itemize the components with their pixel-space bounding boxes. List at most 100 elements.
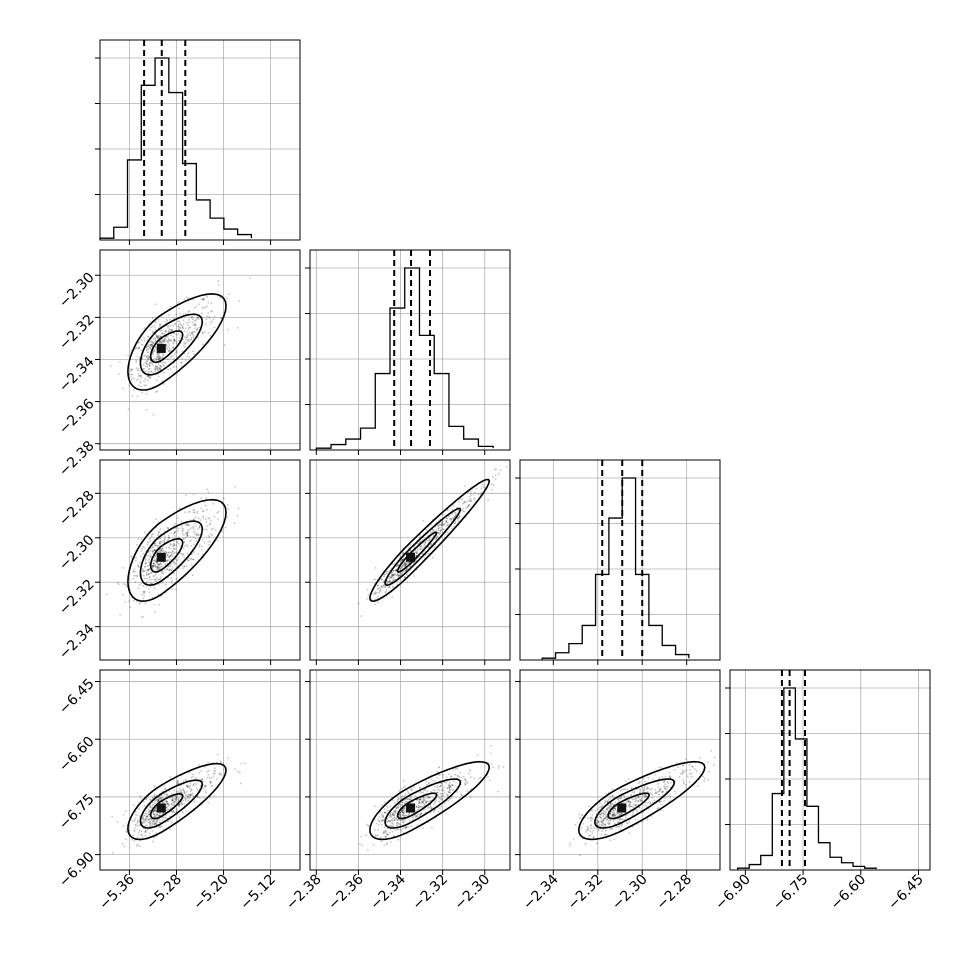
contour-level-0 — [577, 760, 706, 841]
scatter-point — [154, 549, 156, 551]
scatter-point — [404, 576, 406, 579]
scatter-point — [432, 529, 435, 532]
scatter-point — [424, 540, 427, 543]
scatter-point — [445, 521, 448, 524]
scatter-point — [170, 329, 173, 332]
scatter-point — [151, 840, 154, 843]
scatter-point — [213, 795, 216, 797]
scatter-point — [401, 801, 404, 804]
scatter-point — [185, 296, 188, 299]
scatter-point — [155, 359, 158, 362]
scatter-point — [207, 769, 210, 772]
scatter-point — [453, 780, 455, 783]
scatter-point — [145, 581, 148, 584]
scatter-point — [401, 566, 403, 569]
scatter-point — [399, 813, 402, 816]
scatter-point — [209, 780, 212, 783]
scatter-point — [156, 798, 159, 801]
scatter-point — [189, 782, 192, 784]
scatter-point — [382, 584, 385, 587]
scatter-point — [605, 833, 608, 836]
scatter-point — [629, 801, 632, 804]
scatter-point — [143, 355, 146, 358]
scatter-point — [417, 542, 420, 545]
scatter-point — [182, 319, 185, 322]
scatter-point — [139, 369, 141, 372]
scatter-point — [586, 825, 589, 828]
scatter-point — [144, 365, 147, 368]
scatter-point — [419, 805, 421, 808]
scatter-point — [188, 795, 191, 798]
scatter-point — [405, 563, 407, 566]
scatter-point — [414, 551, 417, 553]
scatter-point — [170, 580, 173, 583]
scatter-point — [446, 786, 449, 789]
scatter-point — [463, 501, 466, 504]
scatter-point — [161, 570, 164, 573]
scatter-point — [628, 805, 631, 807]
scatter-point — [172, 324, 174, 327]
scatter-point — [604, 815, 607, 818]
scatter-point — [372, 592, 375, 595]
scatter-point — [400, 560, 402, 563]
scatter-point — [129, 369, 132, 372]
scatter-point — [405, 826, 408, 829]
scatter-point — [150, 570, 153, 573]
scatter-point — [148, 377, 151, 380]
scatter-point — [428, 537, 431, 540]
scatter-point — [456, 767, 459, 770]
scatter-point — [156, 336, 159, 339]
scatter-point — [141, 343, 144, 346]
scatter-point — [418, 787, 421, 789]
scatter-point — [153, 330, 155, 333]
scatter-point — [147, 358, 150, 360]
scatter-point — [175, 355, 178, 357]
scatter-point — [505, 465, 508, 468]
scatter-point — [628, 800, 631, 803]
scatter-point — [193, 511, 196, 514]
scatter-point — [657, 793, 660, 796]
pair-frame-0-2 — [99, 459, 301, 661]
scatter-point — [626, 801, 628, 804]
scatter-point — [152, 364, 154, 366]
scatter-point — [234, 768, 236, 771]
scatter-point — [175, 578, 178, 581]
scatter-point — [135, 575, 138, 578]
scatter-point — [603, 813, 605, 816]
scatter-point — [614, 807, 617, 810]
scatter-point — [156, 356, 159, 359]
scatter-point — [171, 804, 174, 807]
scatter-point — [167, 820, 170, 823]
scatter-point — [147, 344, 150, 347]
scatter-point — [158, 542, 161, 545]
scatter-point — [395, 817, 397, 820]
scatter-point — [658, 790, 661, 792]
scatter-point — [187, 793, 190, 796]
pair-panel-0-1 — [99, 249, 301, 451]
scatter-point — [450, 517, 452, 520]
scatter-point — [172, 544, 175, 547]
scatter-point — [154, 370, 157, 373]
scatter-point — [634, 798, 637, 801]
scatter-point — [147, 569, 150, 571]
scatter-point — [134, 574, 137, 577]
scatter-point — [149, 555, 152, 558]
scatter-point — [628, 806, 631, 809]
contour-level-1 — [384, 507, 462, 587]
scatter-point — [389, 820, 391, 823]
scatter-point — [196, 788, 199, 791]
scatter-point — [211, 320, 213, 323]
scatter-point — [600, 821, 603, 823]
scatter-point — [156, 562, 159, 564]
scatter-point — [164, 568, 167, 571]
scatter-point — [187, 557, 190, 560]
scatter-point — [451, 513, 454, 515]
scatter-point — [606, 818, 608, 821]
scatter-point — [189, 794, 192, 797]
scatter-point — [396, 818, 399, 821]
scatter-point — [389, 576, 392, 578]
scatter-point — [128, 384, 131, 387]
scatter-point — [140, 615, 143, 618]
scatter-point — [142, 821, 145, 824]
scatter-point — [159, 357, 162, 360]
